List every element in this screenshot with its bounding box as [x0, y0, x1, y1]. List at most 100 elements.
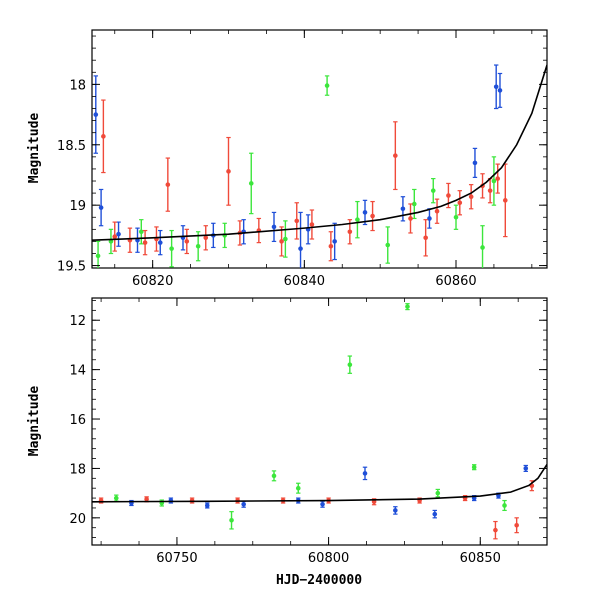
bottom-series-blue [129, 464, 529, 519]
data-point [430, 188, 436, 193]
data-point [195, 243, 201, 249]
data-point [93, 112, 99, 117]
top-x-tick-label: 60860 [435, 274, 476, 289]
bottom-plot-area [92, 303, 547, 540]
data-point [203, 235, 209, 241]
data-point [112, 234, 118, 239]
top-y-tick-label: 19.5 [57, 260, 86, 275]
top-point-red [495, 163, 501, 194]
top-x-tick-label: 60820 [132, 274, 173, 289]
bottom-point-blue [432, 509, 438, 519]
top-y-tick-label: 18 [69, 78, 86, 93]
bottom-point-green [113, 494, 119, 502]
top-point-red [279, 226, 284, 257]
top-point-red [423, 219, 428, 257]
data-point [184, 239, 190, 244]
data-point [355, 217, 360, 222]
bottom-y-axis-label: Magnitude [27, 386, 42, 457]
top-point-green [480, 225, 485, 268]
top-panel: 60820 60840 60860 18 18.5 19 19.5 Magnitude [27, 29, 548, 289]
data-point [362, 471, 368, 476]
data-point [229, 518, 234, 523]
bottom-point-blue [320, 500, 325, 508]
data-point [157, 240, 163, 245]
top-point-red [457, 190, 463, 216]
bottom-point-red [514, 517, 519, 534]
data-point [320, 501, 325, 507]
top-point-red [184, 228, 190, 255]
data-point [328, 243, 334, 249]
top-point-blue [472, 147, 478, 178]
bottom-point-blue [204, 502, 210, 509]
top-panel-frame [91, 29, 548, 269]
data-point [370, 213, 375, 219]
top-point-red [393, 121, 398, 191]
data-point [138, 229, 144, 235]
top-point-blue [497, 72, 503, 108]
bottom-point-green [295, 482, 301, 494]
top-point-blue [116, 221, 121, 247]
top-point-blue [271, 211, 277, 243]
top-x-tick-label: 60840 [284, 274, 325, 289]
data-point [385, 242, 391, 248]
data-point [491, 178, 497, 184]
data-point [468, 194, 474, 200]
top-point-green [430, 177, 436, 204]
data-point [446, 193, 451, 198]
top-point-red [256, 217, 262, 244]
data-point [435, 490, 441, 496]
bottom-point-blue [241, 500, 246, 508]
data-point [332, 239, 337, 244]
data-point [457, 200, 463, 206]
top-point-green [222, 222, 228, 249]
bottom-point-green [347, 355, 353, 374]
top-point-red [294, 202, 300, 240]
data-point [493, 84, 499, 90]
data-point [471, 464, 477, 470]
top-plot-area [92, 64, 547, 268]
top-point-red [165, 157, 171, 212]
data-point [362, 210, 368, 215]
data-point [472, 160, 478, 166]
bottom-x-tick-label: 60800 [308, 551, 349, 566]
bottom-panel: 60750 60800 60850 12 14 16 18 20 Magnitude HJD−… [27, 297, 548, 588]
data-point [101, 134, 106, 139]
bottom-y-tick-label: 14 [69, 364, 86, 379]
bottom-y-tick-label: 20 [69, 512, 86, 527]
top-point-red [502, 163, 508, 238]
top-point-red [127, 227, 133, 253]
top-point-blue [332, 222, 337, 261]
data-point [393, 153, 398, 158]
top-point-red [468, 184, 474, 210]
data-point [497, 88, 503, 93]
data-point [427, 216, 432, 221]
top-point-green [195, 231, 201, 262]
data-point [495, 176, 501, 181]
top-point-green [169, 229, 174, 268]
bottom-y-tick-label: 12 [69, 314, 86, 329]
data-point [405, 304, 410, 309]
data-point [434, 208, 440, 214]
data-point [283, 236, 288, 242]
top-point-green [453, 204, 459, 230]
data-point [487, 188, 493, 193]
top-point-blue [493, 64, 499, 110]
data-point [453, 214, 459, 220]
data-point [514, 522, 519, 528]
top-point-green [385, 226, 391, 264]
data-point [226, 169, 231, 174]
bottom-point-blue [168, 497, 174, 504]
bottom-point-blue [523, 464, 529, 472]
data-point [204, 503, 210, 508]
data-point [298, 246, 303, 251]
data-point [116, 231, 121, 237]
top-point-red [203, 225, 209, 251]
bottom-point-blue [393, 506, 398, 515]
top-point-green [248, 152, 254, 215]
top-model-curve [92, 64, 547, 242]
top-point-green [108, 228, 114, 255]
bottom-y-tick-label: 16 [69, 413, 86, 428]
top-point-red [309, 209, 315, 240]
top-point-green [491, 156, 497, 206]
